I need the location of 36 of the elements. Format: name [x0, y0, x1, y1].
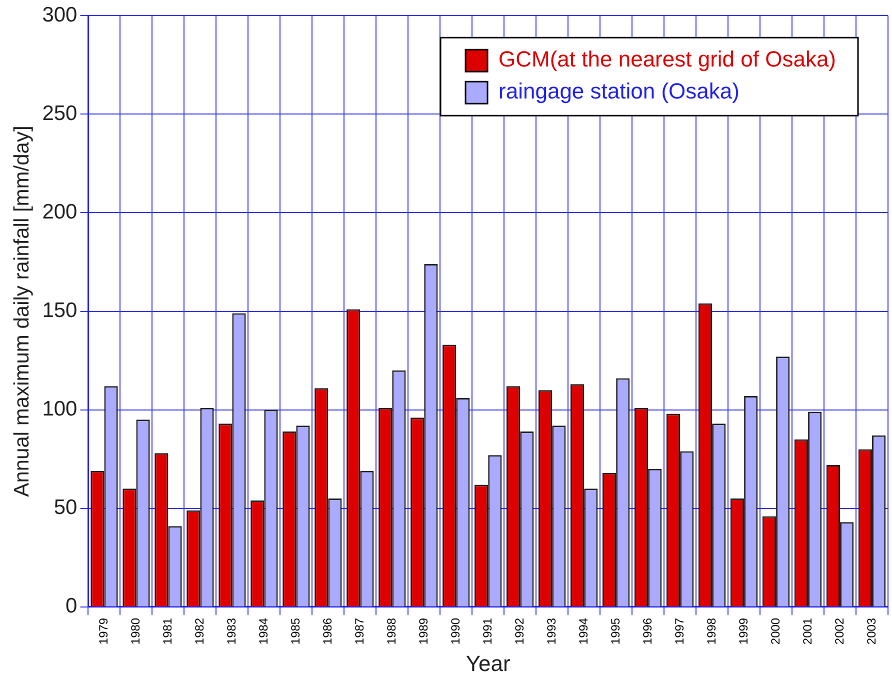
x-tick-label: 2003	[864, 618, 878, 645]
x-tick-label: 1998	[704, 618, 718, 645]
x-tick-label: 1989	[416, 618, 430, 645]
x-tick-label: 1996	[640, 618, 654, 645]
x-tick-label: 1990	[448, 618, 462, 645]
x-tick-label: 2002	[832, 618, 846, 645]
x-tick-label: 2001	[800, 618, 814, 645]
y-axis-title: Annual maximum daily rainfall [mm/day]	[10, 126, 34, 497]
x-tick-label: 1979	[96, 618, 111, 645]
y-tick-label: 50	[54, 496, 78, 520]
y-tick-label: 200	[42, 200, 78, 224]
x-tick-label: 1980	[128, 618, 143, 645]
x-tick-label: 1983	[224, 618, 239, 645]
x-tick-label: 1985	[288, 618, 302, 645]
x-tick-label: 1988	[384, 618, 398, 645]
x-tick-label: 1987	[352, 618, 366, 645]
x-tick-label: 1981	[160, 618, 175, 645]
x-tick-label: 1986	[320, 618, 334, 645]
x-tick-label: 2000	[768, 618, 782, 645]
x-tick-label: 1999	[736, 618, 750, 645]
x-tick-label: 1992	[512, 618, 526, 645]
x-axis-title: Year	[466, 650, 510, 676]
x-tick-label: 1994	[576, 618, 590, 645]
x-tick-label: 1982	[192, 618, 207, 645]
x-tick-label: 1984	[256, 618, 270, 645]
x-tick-label: 1997	[672, 618, 686, 645]
y-tick-label: 150	[42, 299, 78, 322]
y-tick-label: 100	[42, 398, 78, 421]
x-tick-label: 1995	[608, 618, 622, 645]
y-tick-label: 250	[42, 102, 78, 125]
x-tick-label: 1991	[480, 618, 494, 645]
x-tick-label: 1993	[544, 618, 558, 645]
y-tick-label: 300	[42, 3, 78, 26]
legend-label: raingage station (Osaka)	[498, 78, 740, 104]
y-tick-label: 0	[66, 594, 78, 618]
legend-label: GCM(at the nearest grid of Osaka)	[498, 46, 836, 72]
